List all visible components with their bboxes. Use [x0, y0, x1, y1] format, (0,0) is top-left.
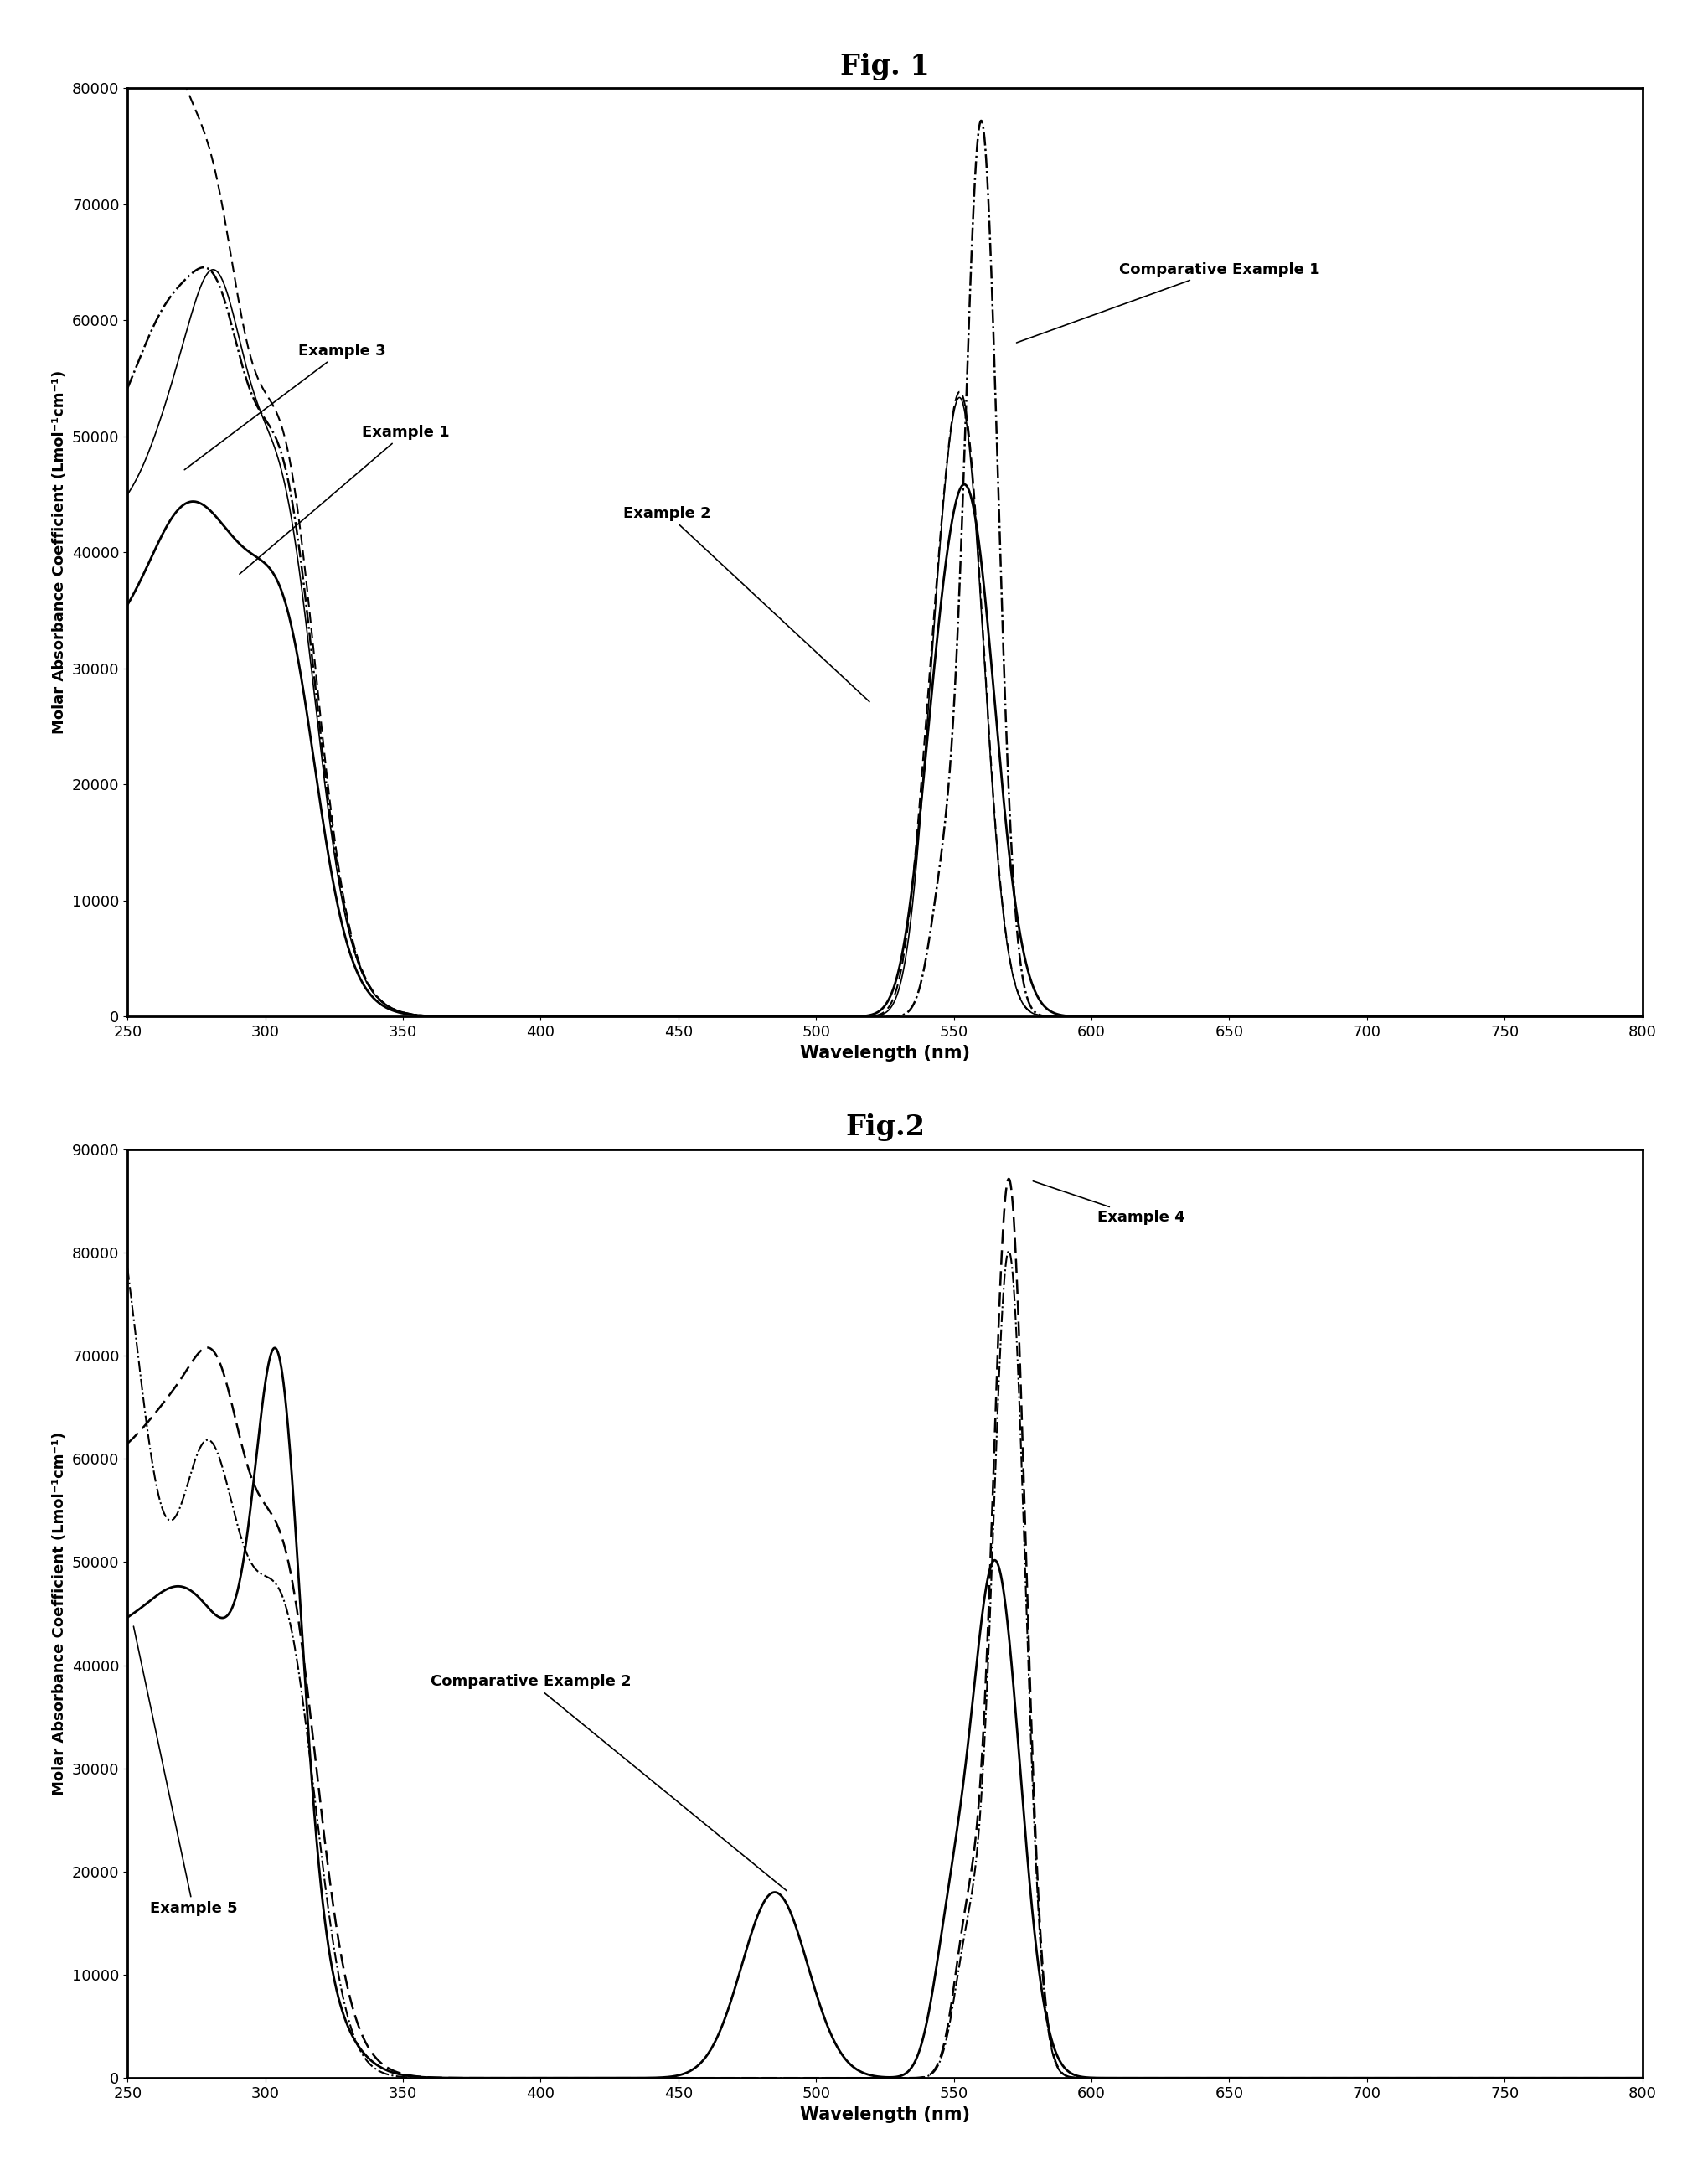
Text: Comparative Example 2: Comparative Example 2: [430, 1675, 786, 1890]
X-axis label: Wavelength (nm): Wavelength (nm): [799, 1044, 970, 1061]
Y-axis label: Molar Absorbance Coefficient (Lmol⁻¹cm⁻¹): Molar Absorbance Coefficient (Lmol⁻¹cm⁻¹…: [53, 370, 67, 735]
Text: Example 5: Example 5: [133, 1627, 237, 1916]
Title: Fig. 1: Fig. 1: [840, 52, 929, 80]
Text: Example 2: Example 2: [623, 507, 869, 703]
Text: Example 3: Example 3: [184, 344, 386, 470]
X-axis label: Wavelength (nm): Wavelength (nm): [799, 2105, 970, 2123]
Text: Example 4: Example 4: [1033, 1181, 1184, 1225]
Title: Fig.2: Fig.2: [845, 1114, 924, 1142]
Text: Example 1: Example 1: [239, 424, 449, 574]
Y-axis label: Molar Absorbance Coefficient (Lmol⁻¹cm⁻¹): Molar Absorbance Coefficient (Lmol⁻¹cm⁻¹…: [53, 1431, 67, 1797]
Text: Comparative Example 1: Comparative Example 1: [1016, 263, 1319, 344]
